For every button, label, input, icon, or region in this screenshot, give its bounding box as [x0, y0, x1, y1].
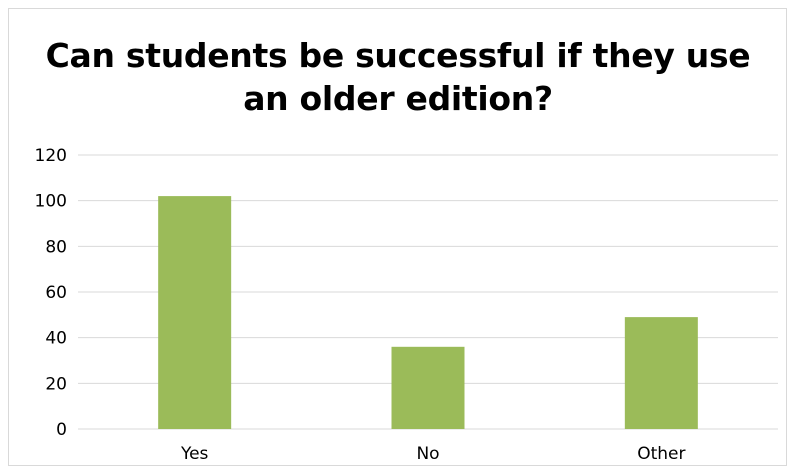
x-axis-tick-labels: Yes No Other: [180, 444, 686, 464]
chart-title: Can students be successful if they use a…: [0, 34, 796, 120]
y-tick-label: 20: [45, 374, 67, 394]
bar-yes: [158, 196, 232, 429]
chart-title-line-2: an older edition?: [243, 79, 553, 118]
y-tick-label: 60: [45, 283, 67, 303]
x-tick-label-no: No: [416, 444, 439, 464]
chart-title-line-1: Can students be successful if they use: [45, 36, 751, 75]
y-tick-label: 80: [45, 237, 67, 257]
y-axis-tick-labels: 0 20 40 60 80 100 120: [35, 146, 67, 440]
y-tick-label: 120: [35, 146, 67, 166]
x-tick-label-yes: Yes: [180, 444, 209, 464]
y-tick-label: 0: [56, 420, 67, 440]
bars: [158, 196, 698, 429]
y-tick-label: 100: [35, 192, 67, 212]
x-tick-label-other: Other: [637, 444, 685, 464]
y-tick-label: 40: [45, 329, 67, 349]
bar-other: [624, 317, 698, 429]
bar-no: [391, 346, 465, 429]
